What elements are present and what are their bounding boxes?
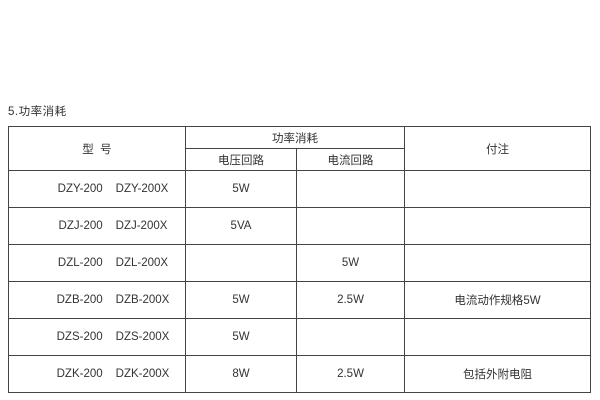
note-cell	[404, 207, 591, 245]
model-name: DZK-200	[56, 368, 103, 380]
current-circuit-cell	[296, 318, 405, 356]
table-row-dzy: DZY-200 DZY-200X 5W	[8, 170, 591, 208]
header-power-consumption: 功率消耗	[185, 126, 405, 149]
note-cell: 电流动作规格5W	[404, 281, 591, 319]
note-cell: 包括外附电阻	[404, 355, 591, 393]
model-cell: DZB-200 DZB-200X	[8, 281, 186, 319]
voltage-circuit-cell: 5VA	[185, 207, 297, 245]
current-circuit-cell: 5W	[296, 244, 405, 282]
header-voltage-circuit: 电压回路	[185, 148, 297, 171]
table-row-dzk: DZK-200 DZK-200X 8W 2.5W 包括外附电阻	[8, 355, 591, 393]
current-circuit-cell: 2.5W	[296, 355, 405, 393]
model-cell: DZY-200 DZY-200X	[8, 170, 186, 208]
model-name: DZS-200	[56, 331, 103, 343]
model-name: DZB-200	[56, 294, 103, 306]
model-name-x: DZK-200X	[115, 368, 170, 380]
voltage-circuit-cell: 5W	[185, 281, 297, 319]
model-name-x: DZB-200X	[115, 294, 170, 306]
section-title: 5.功率消耗	[8, 106, 67, 118]
header-current-circuit: 电流回路	[296, 148, 405, 171]
header-row-1: 型 号 功率消耗 付注	[8, 126, 591, 171]
note-cell	[404, 244, 591, 282]
current-circuit-cell	[296, 170, 405, 208]
model-name-x: DZJ-200X	[115, 220, 168, 232]
model-name: DZJ-200	[58, 220, 103, 232]
header-model: 型 号	[8, 126, 186, 171]
table-row-dzj: DZJ-200 DZJ-200X 5VA	[8, 207, 591, 245]
model-cell: DZJ-200 DZJ-200X	[8, 207, 186, 245]
voltage-circuit-cell	[185, 244, 297, 282]
voltage-circuit-cell: 8W	[185, 355, 297, 393]
header-note: 付注	[404, 126, 591, 171]
model-name-x: DZL-200X	[115, 257, 169, 269]
model-cell: DZK-200 DZK-200X	[8, 355, 186, 393]
table-row-dzs: DZS-200 DZS-200X 5W	[8, 318, 591, 356]
table-row-dzb: DZB-200 DZB-200X 5W 2.5W 电流动作规格5W	[8, 281, 591, 319]
model-cell: DZL-200 DZL-200X	[8, 244, 186, 282]
current-circuit-cell	[296, 207, 405, 245]
note-cell	[404, 170, 591, 208]
model-name-x: DZS-200X	[115, 331, 170, 343]
voltage-circuit-cell: 5W	[185, 170, 297, 208]
model-name: DZY-200	[57, 183, 103, 195]
note-cell	[404, 318, 591, 356]
model-name-x: DZY-200X	[115, 183, 169, 195]
model-cell: DZS-200 DZS-200X	[8, 318, 186, 356]
table-row-dzl: DZL-200 DZL-200X 5W	[8, 244, 591, 282]
current-circuit-cell: 2.5W	[296, 281, 405, 319]
model-name: DZL-200	[57, 257, 103, 269]
voltage-circuit-cell: 5W	[185, 318, 297, 356]
power-consumption-table: 型 号 功率消耗 付注 电压回路 电流回路 DZY-200 DZY-200X 5W…	[8, 126, 591, 393]
